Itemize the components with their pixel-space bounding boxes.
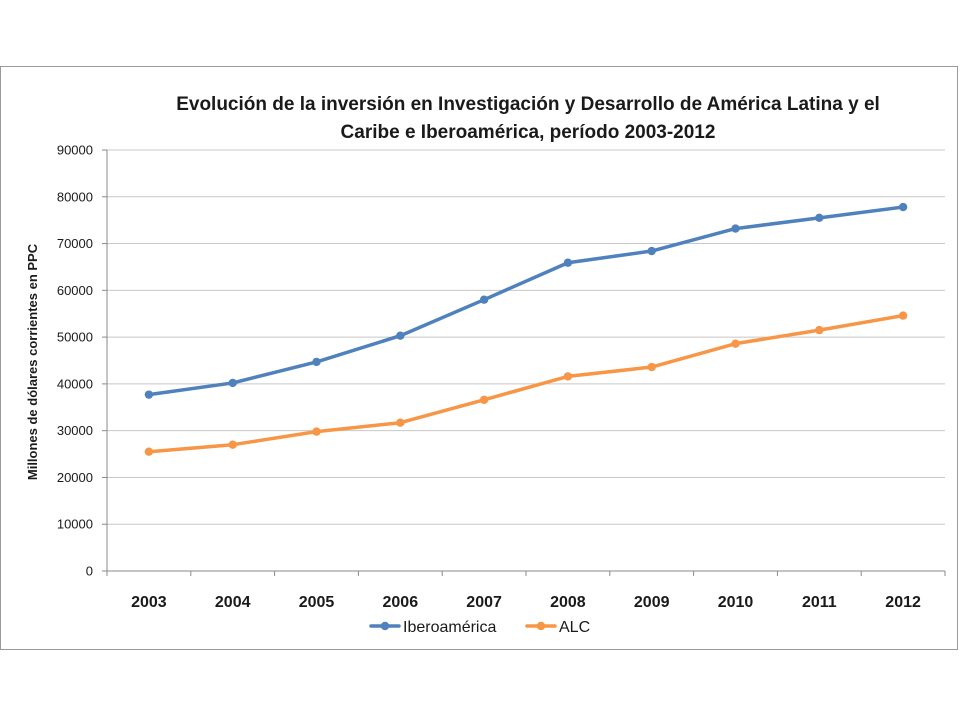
- chart-frame: [0, 66, 958, 650]
- data-point: [647, 246, 656, 256]
- legend-swatch-marker: [380, 621, 390, 631]
- data-point: [144, 447, 154, 456]
- data-point: [898, 202, 908, 212]
- gridlines: [106, 149, 945, 572]
- data-point: [228, 440, 237, 449]
- data-point: [228, 378, 237, 388]
- x-axis-ticks: 2003 2004 2005 2006 2007 2008 2009 2010 2011 2012: [106, 571, 946, 611]
- data-point: [731, 339, 740, 348]
- series-line-1: [147, 313, 905, 454]
- y-tick-label: 80000: [57, 189, 93, 204]
- y-tick-label: 60000: [57, 283, 93, 298]
- y-tick-label: 30000: [57, 423, 93, 438]
- chart-title-line-2: Caribe e Iberoamérica, período 2003-2012: [341, 122, 716, 143]
- y-axis-ticks: 0 10000 20000 30000 40000 50000 60000 70000 8000…: [57, 143, 107, 579]
- data-point: [563, 258, 573, 267]
- y-tick-label: 90000: [57, 143, 93, 158]
- x-tick-label: 2003: [131, 594, 167, 611]
- x-tick-label: 2007: [466, 594, 502, 611]
- data-point: [563, 372, 573, 381]
- data-point: [647, 362, 656, 372]
- data-point: [815, 213, 824, 223]
- y-axis-label: Millones de dólares corrientes en PPC: [25, 243, 40, 480]
- y-tick-label: 20000: [57, 470, 93, 485]
- x-tick-label: 2011: [802, 594, 837, 611]
- data-point: [144, 390, 154, 399]
- x-tick-label: 2008: [550, 594, 586, 611]
- data-point: [898, 311, 908, 320]
- x-tick-label: 2005: [299, 594, 335, 611]
- y-tick-label: 0: [86, 564, 93, 579]
- data-point: [396, 331, 405, 340]
- y-tick-label: 10000: [57, 517, 93, 532]
- x-tick-label: 2009: [634, 594, 670, 611]
- x-tick-label: 2012: [885, 594, 921, 611]
- y-tick-label: 70000: [57, 236, 93, 251]
- x-tick-label: 2010: [718, 594, 754, 611]
- data-point: [479, 295, 489, 304]
- series-lines: [144, 202, 908, 456]
- x-tick-label: 2006: [383, 594, 419, 611]
- legend-label: ALC: [559, 619, 590, 636]
- y-tick-label: 50000: [57, 330, 93, 345]
- data-point: [396, 418, 405, 427]
- data-point: [815, 325, 824, 335]
- data-point: [312, 357, 321, 367]
- data-point: [731, 224, 740, 233]
- chart-title-line-1: Evolución de la inversión en Investigaci…: [176, 94, 880, 115]
- x-tick-label: 2004: [215, 594, 251, 611]
- legend-label: Iberoamérica: [403, 619, 496, 636]
- y-tick-label: 40000: [57, 376, 93, 391]
- data-point: [479, 395, 489, 404]
- legend: Iberoamérica ALC: [369, 619, 590, 636]
- legend-swatch-marker: [536, 621, 546, 631]
- data-point: [312, 427, 321, 436]
- series-line-0: [147, 205, 905, 397]
